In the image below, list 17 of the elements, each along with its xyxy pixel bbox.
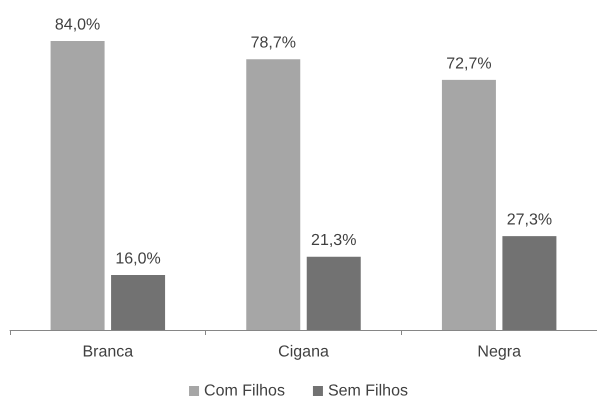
- bar: [306, 256, 361, 330]
- bar: [246, 59, 300, 330]
- data-label: 78,7%: [250, 34, 296, 52]
- x-tick-label: Negra: [477, 344, 522, 360]
- data-label: 84,0%: [54, 16, 100, 34]
- data-label: 16,0%: [115, 250, 161, 268]
- data-label: 21,3%: [311, 232, 356, 250]
- data-label: 72,7%: [446, 55, 492, 72]
- bar: [111, 274, 166, 330]
- x-tick-label: Cigana: [278, 344, 329, 360]
- bar: [502, 236, 556, 330]
- bar: [50, 41, 105, 330]
- x-tick-label: Branca: [82, 344, 134, 360]
- data-label: 27,3%: [506, 212, 552, 229]
- bar: [442, 80, 496, 330]
- legend-label: Sem Filhos: [328, 382, 408, 400]
- legend-label: Com Filhos: [204, 382, 285, 400]
